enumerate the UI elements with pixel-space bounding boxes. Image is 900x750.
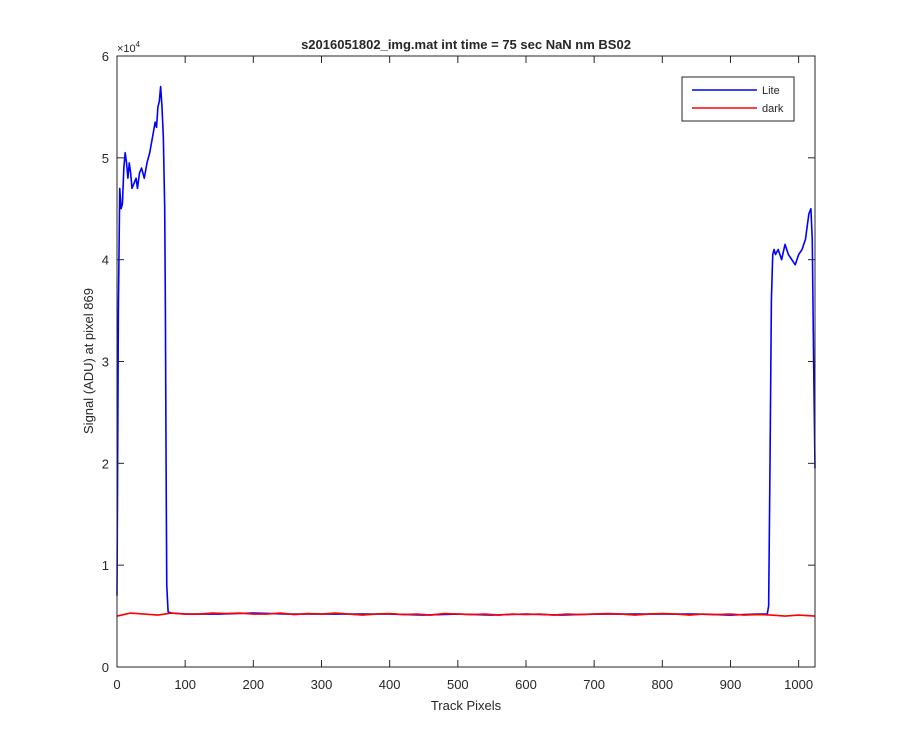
x-axis-label: Track Pixels xyxy=(431,698,502,713)
y-tick-label: 5 xyxy=(102,151,109,166)
x-tick-label: 400 xyxy=(379,677,401,692)
y-tick-label: 1 xyxy=(102,558,109,573)
y-axis-exponent-base: ×10 xyxy=(117,43,136,55)
y-tick-label: 6 xyxy=(102,49,109,64)
legend-label-lite: Lite xyxy=(762,85,780,97)
series-line-lite xyxy=(116,85,816,616)
x-tick-label: 800 xyxy=(651,677,673,692)
x-tick-label: 100 xyxy=(174,677,196,692)
chart-title: s2016051802_img.mat int time = 75 sec Na… xyxy=(301,37,631,52)
x-tick-label: 900 xyxy=(720,677,742,692)
x-tick-label: 600 xyxy=(515,677,537,692)
x-tick-label: 300 xyxy=(311,677,333,692)
y-axis-exponent: ×104 xyxy=(117,40,141,55)
series-line-dark xyxy=(116,612,816,617)
y-tick-label: 4 xyxy=(102,253,109,268)
x-tick-label: 1000 xyxy=(784,677,813,692)
legend-box xyxy=(681,76,795,122)
x-tick-label: 200 xyxy=(242,677,264,692)
y-tick-label: 0 xyxy=(102,660,109,675)
plot-area xyxy=(117,56,815,667)
ticks-layer: 0 100 200 300 400 500 600 700 800 900 1000 0 1 2 3 4 5 6 xyxy=(102,49,815,692)
x-tick-label: 0 xyxy=(113,677,120,692)
legend-label-dark: dark xyxy=(762,103,784,115)
series-layer xyxy=(116,85,816,617)
y-axis-label: Signal (ADU) at pixel 869 xyxy=(81,288,96,434)
legend: Lite dark xyxy=(681,76,795,122)
y-axis-exponent-power: 4 xyxy=(136,40,141,49)
y-tick-label: 3 xyxy=(102,355,109,370)
y-tick-label: 2 xyxy=(102,456,109,471)
x-tick-label: 500 xyxy=(447,677,469,692)
x-tick-label: 700 xyxy=(583,677,605,692)
